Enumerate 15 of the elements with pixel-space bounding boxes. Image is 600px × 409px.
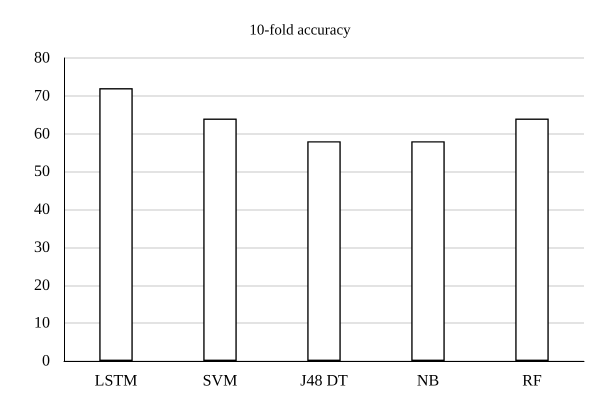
y-tick-label: 60: [34, 125, 50, 142]
y-tick-label: 80: [34, 50, 50, 66]
y-tick-label: 10: [34, 314, 50, 332]
x-tick-label: LSTM: [94, 372, 138, 390]
y-tick-label: 50: [34, 163, 50, 180]
x-tick-label: RF: [522, 372, 542, 390]
chart-title: 10-fold accuracy: [249, 22, 352, 38]
y-tick-label: 30: [34, 238, 50, 256]
x-tick-label: NB: [416, 372, 440, 390]
y-tick-label: 70: [34, 87, 50, 104]
y-tick-label: 20: [34, 276, 50, 294]
x-tick-label: SVM: [202, 372, 238, 390]
y-tick-label: 40: [34, 201, 50, 218]
x-tick-label: J48 DT: [300, 372, 348, 390]
y-tick-label: 0: [42, 352, 50, 370]
